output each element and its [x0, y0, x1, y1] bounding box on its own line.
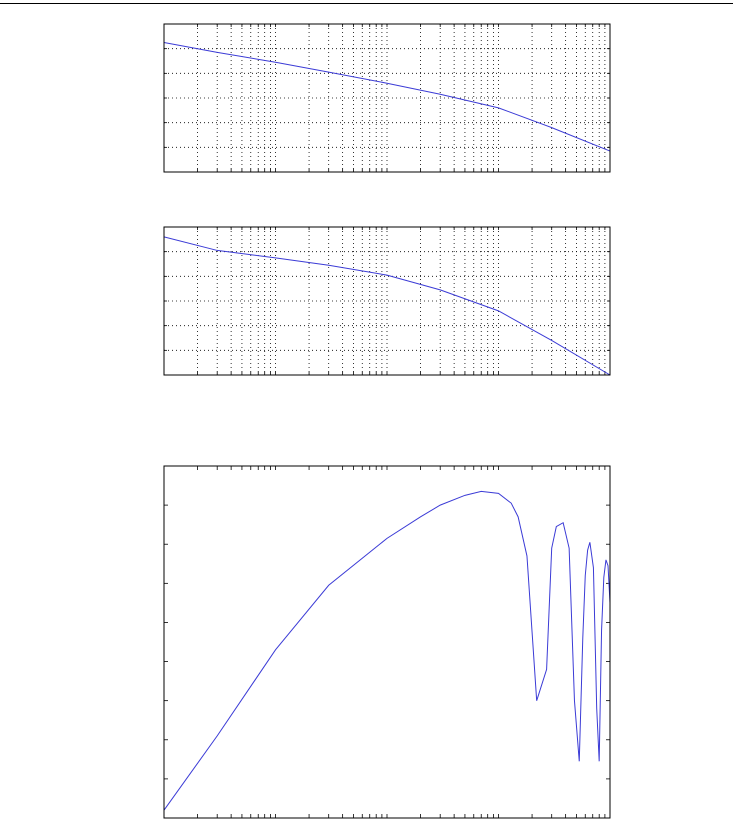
chart-3 [163, 465, 611, 819]
series-line-1 [163, 236, 611, 376]
page-top-rule [0, 3, 733, 4]
plot-frame [163, 23, 611, 173]
series-line-1 [163, 42, 611, 152]
chart-2 [163, 226, 611, 376]
plot-frame [163, 465, 611, 819]
series-line-1 [163, 490, 611, 811]
chart-1 [163, 23, 611, 173]
plot-frame [163, 226, 611, 376]
